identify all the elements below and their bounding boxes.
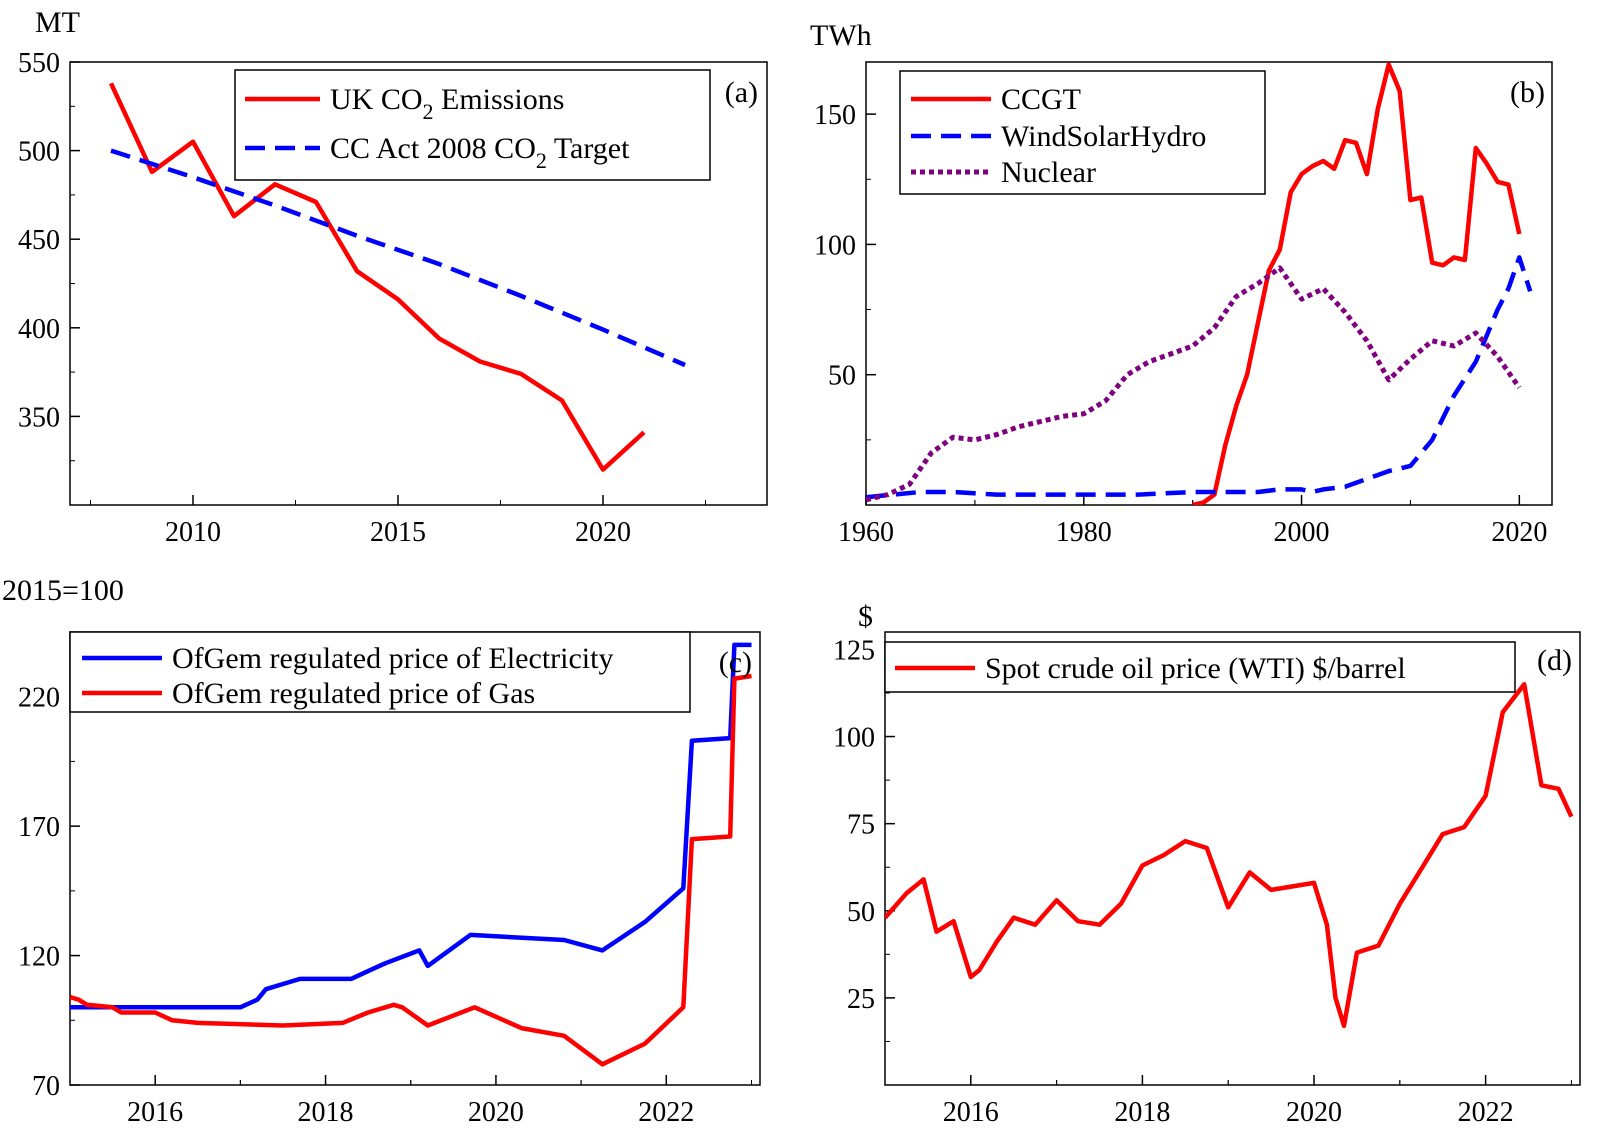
series-line-0 [108,82,646,472]
panel-a-emissions-chart: 2010 2015 2020 350 400 450 500 550 MT UK CO2 Emis… [18,6,768,548]
series-line-0 [1192,62,1522,505]
y-tick-label: 150 [814,100,856,131]
series-line-1 [110,148,686,368]
x-tick-label: 2010 [165,517,221,548]
x-tick-label: 2018 [1114,1097,1170,1128]
panel-label: (c) [719,646,752,679]
y-tick-label: 50 [828,361,856,392]
x-tick-label: 2015 [370,517,426,548]
legend: OfGem regulated price of ElectricityOfGe… [69,631,691,713]
legend-entry-0: OfGem regulated price of Electricity [172,642,613,675]
plot-frame [884,631,1581,1086]
y-tick-label: 120 [18,942,60,973]
x-tick-label: 2020 [575,517,631,548]
panel-label: (a) [725,76,758,109]
y-tick-label: 75 [847,810,875,841]
legend-box [234,69,711,181]
legend: UK CO2 Emissions CC Act 2008 CO2 Target [234,69,711,181]
x-tick-label: 1980 [1056,517,1112,548]
legend-entry-1: WindSolarHydro [1001,120,1206,153]
y-tick-label: 50 [847,897,875,928]
y-axis-label: TWh [810,19,872,52]
y-tick-label: 450 [18,225,60,256]
y-tick-label: 550 [18,48,60,79]
x-tick-label: 2022 [1458,1097,1514,1128]
legend-entry-1: CC Act 2008 CO2 Target [330,132,630,173]
x-tick-label: 2020 [468,1097,524,1128]
panel-label: (d) [1537,644,1572,677]
legend-entry-2: Nuclear [1001,156,1096,189]
legend-entry-1: OfGem regulated price of Gas [172,677,535,710]
panel-b-generation-chart: 1960 1980 2000 2020 50 100 150 TWh CCGT WindSolar… [810,19,1553,548]
x-tick-label: 2020 [1286,1097,1342,1128]
x-tick-label: 2016 [943,1097,999,1128]
y-tick-label: 100 [814,230,856,261]
series-line-0 [885,682,1574,1029]
legend-box [884,641,1516,693]
x-tick-label: 2020 [1491,517,1547,548]
x-tick-label: 2018 [298,1097,354,1128]
series-line-1 [866,255,1533,500]
y-tick-label: 125 [833,635,875,666]
y-tick-label: 170 [18,812,60,843]
panel-d-oil-price-chart: 2016 2018 2020 2022 25 50 75 100 125$ Spot crude … [833,600,1581,1128]
x-tick-label: 2022 [638,1097,694,1128]
legend-entry-0: Spot crude oil price (WTI) $/barrel [985,652,1406,685]
panel-c-ofgem-price-chart: 2016 2018 2020 2022 70 120 170 220 2015=100 OfGem… [2,574,761,1128]
legend-box [69,631,691,713]
y-tick-label: 25 [847,984,875,1015]
y-tick-label: 100 [833,723,875,754]
legend: Spot crude oil price (WTI) $/barrel [884,641,1516,693]
series-line-0 [70,642,752,1010]
y-tick-label: 500 [18,137,60,168]
legend-entry-0: CCGT [1001,83,1081,116]
legend-entry-0: UK CO2 Emissions [330,83,564,124]
x-tick-label: 1960 [838,517,894,548]
panel-label: (b) [1510,76,1545,109]
y-axis-label: 2015=100 [2,574,124,607]
y-tick-label: 220 [18,683,60,714]
plot-frame [865,61,1553,506]
x-tick-label: 2000 [1274,517,1330,548]
series-line-2 [866,265,1522,503]
y-axis-label: MT [35,6,80,39]
y-tick-label: 350 [18,402,60,433]
x-tick-label: 2016 [127,1097,183,1128]
series-line-1 [70,673,752,1067]
y-tick-label: 70 [32,1071,60,1102]
y-tick-label: 400 [18,314,60,345]
y-axis-label: $ [858,600,873,633]
